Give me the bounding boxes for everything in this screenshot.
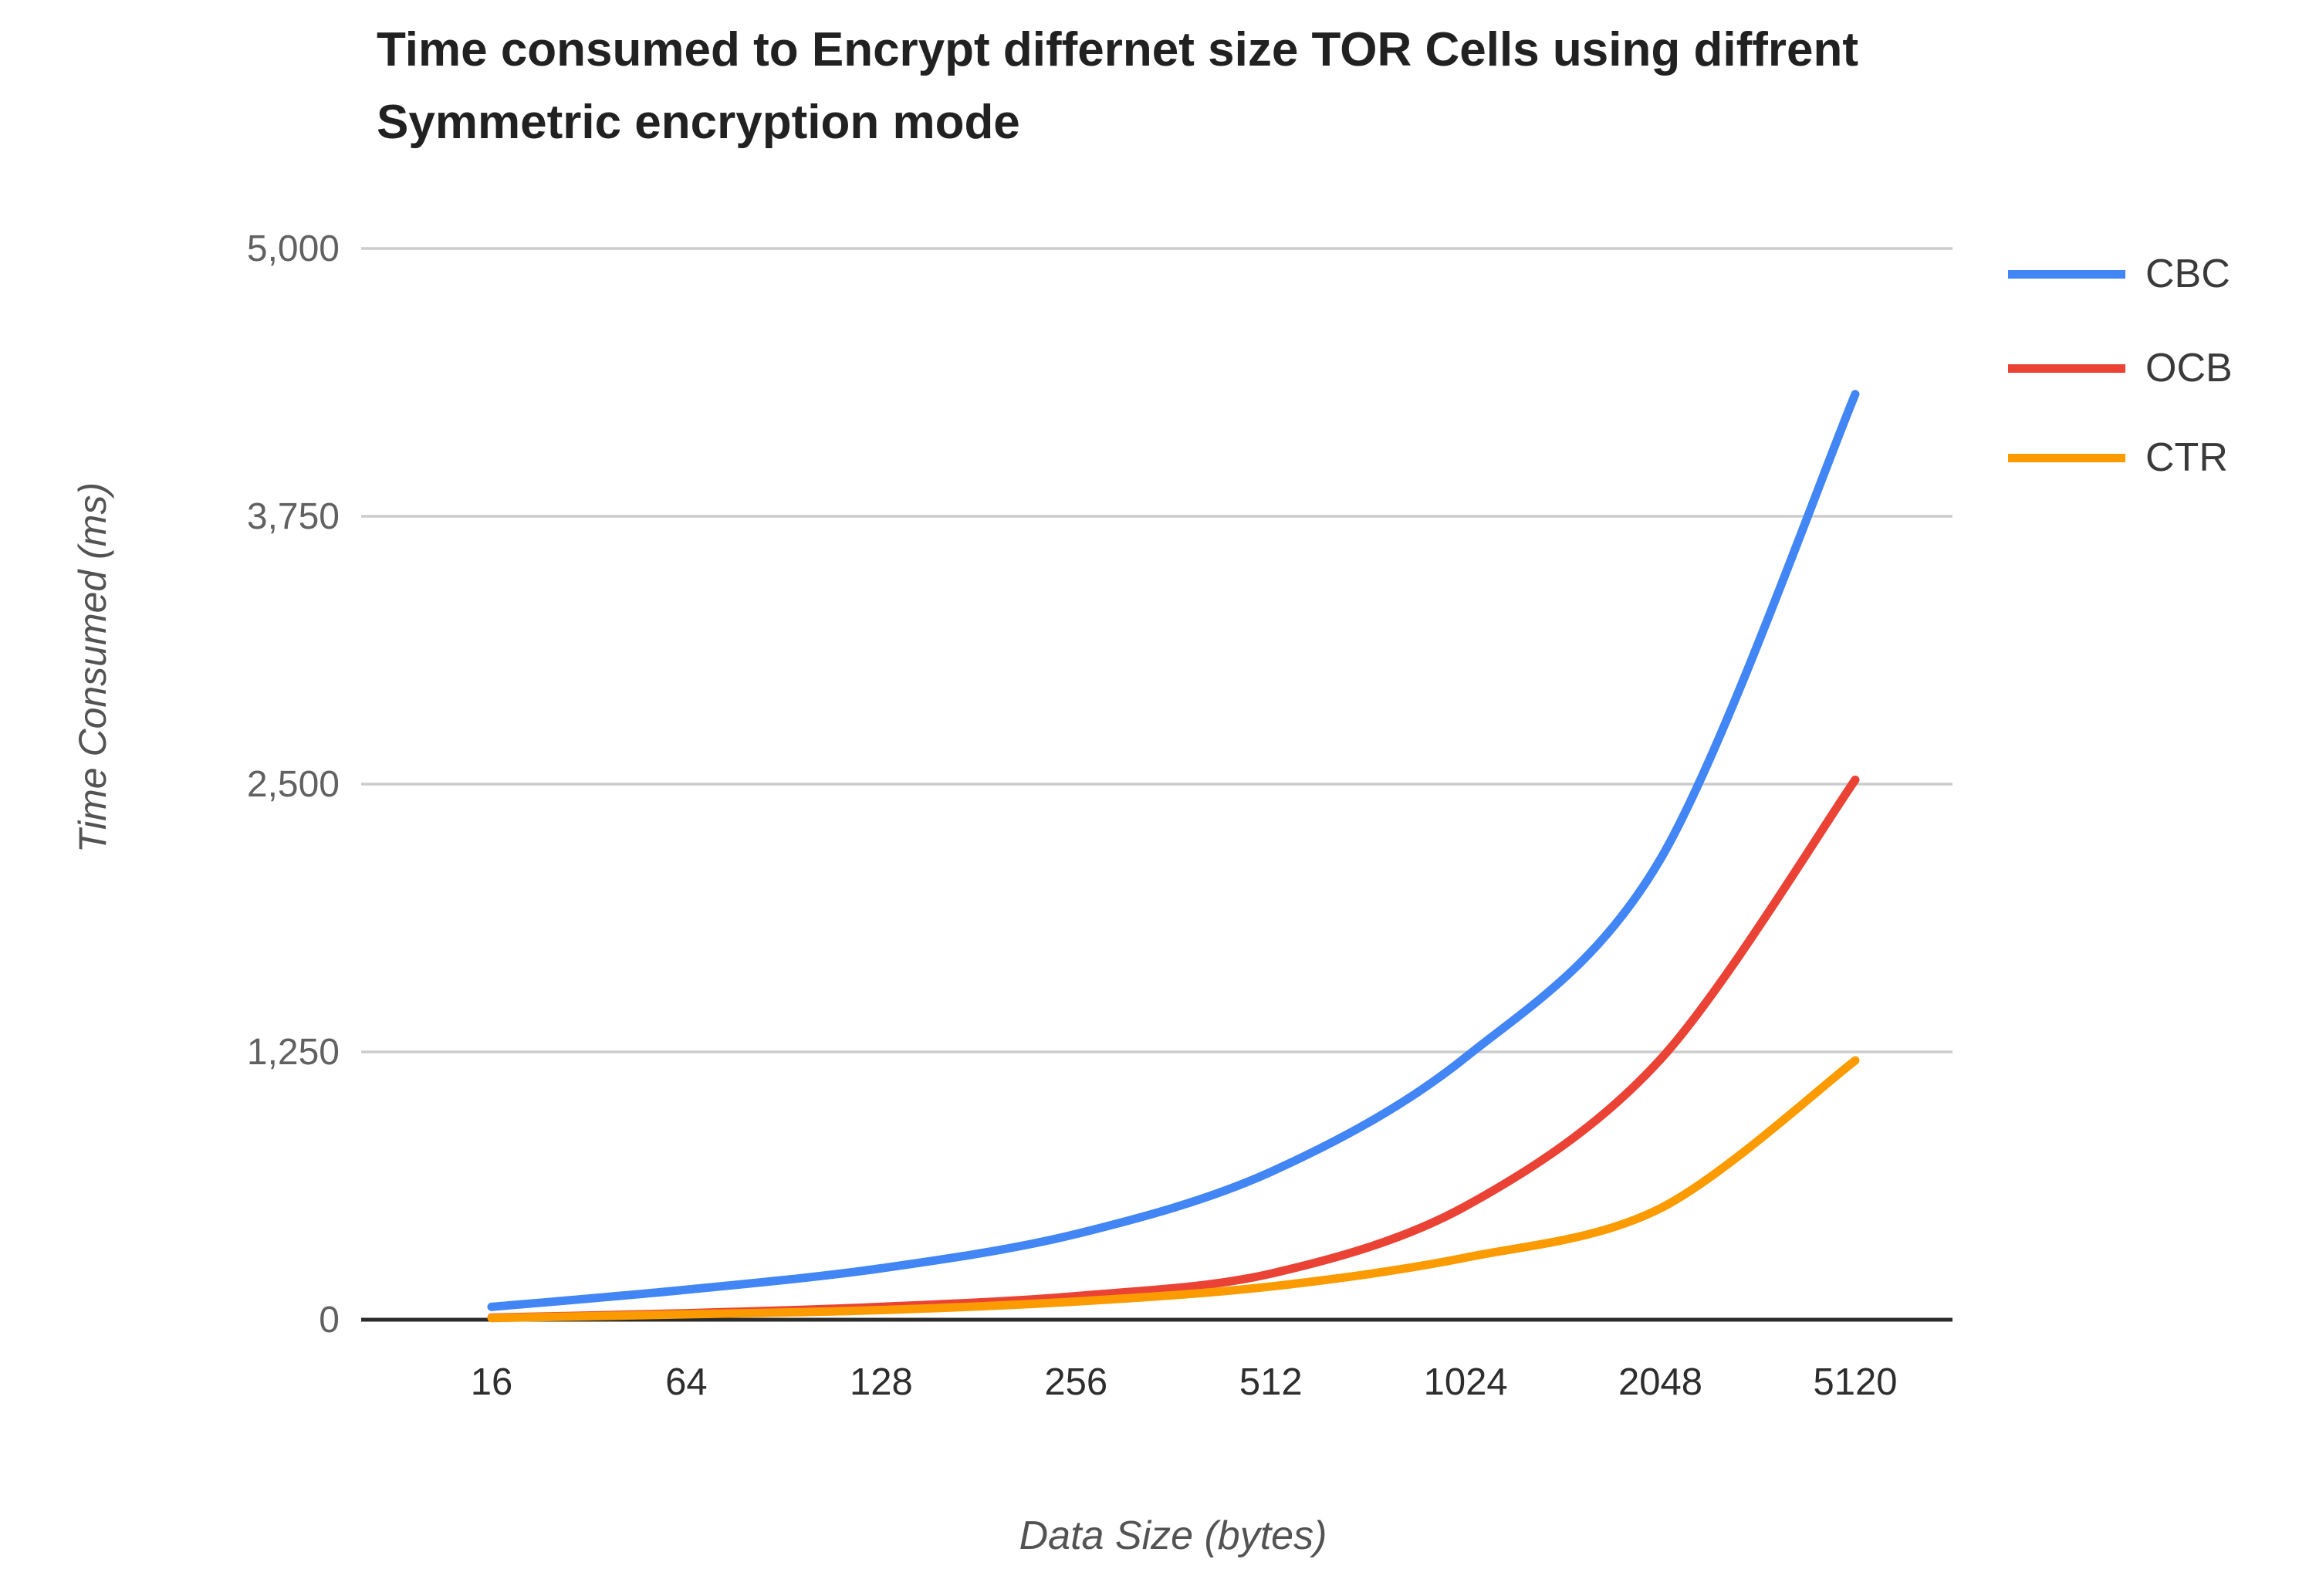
legend-swatch-CTR <box>2008 453 2125 462</box>
x-tick-label-16: 16 <box>470 1361 513 1403</box>
legend-swatch-OCB <box>2008 363 2125 373</box>
y-tick-label-5,000: 5,000 <box>246 228 340 269</box>
x-tick-label-256: 256 <box>1044 1361 1108 1403</box>
legend-label-OCB: OCB <box>2145 346 2233 391</box>
y-tick-label-3,750: 3,750 <box>246 496 340 537</box>
legend-label-CBC: CBC <box>2145 252 2230 296</box>
x-tick-label-5120: 5120 <box>1813 1361 1898 1403</box>
series-line-CBC <box>487 390 1860 1311</box>
x-tick-label-512: 512 <box>1239 1361 1303 1403</box>
gridlines <box>361 247 1952 1322</box>
chart-title: Time consumed to Encrypt differnet size … <box>377 23 1859 150</box>
legend-item-CBC: CBC <box>2008 250 2230 298</box>
x-axis-title: Data Size (bytes) <box>1019 1513 1327 1558</box>
x-tick-label-2048: 2048 <box>1618 1361 1703 1403</box>
y-tick-label-2,500: 2,500 <box>246 764 340 805</box>
x-tick-label-1024: 1024 <box>1423 1361 1508 1403</box>
legend-item-OCB: OCB <box>2008 344 2233 392</box>
x-tick-label-64: 64 <box>665 1361 708 1403</box>
y-tick-label-1,250: 1,250 <box>246 1032 340 1073</box>
legend-swatch-CBC <box>2008 269 2125 279</box>
legend-label-CTR: CTR <box>2145 435 2228 480</box>
y-tick-label-0: 0 <box>319 1300 340 1341</box>
series-line-CTR <box>487 1056 1860 1323</box>
x-tick-label-128: 128 <box>849 1361 913 1403</box>
legend-item-CTR: CTR <box>2008 434 2228 482</box>
series-line-OCB <box>487 775 1860 1322</box>
series-lines <box>487 390 1860 1323</box>
